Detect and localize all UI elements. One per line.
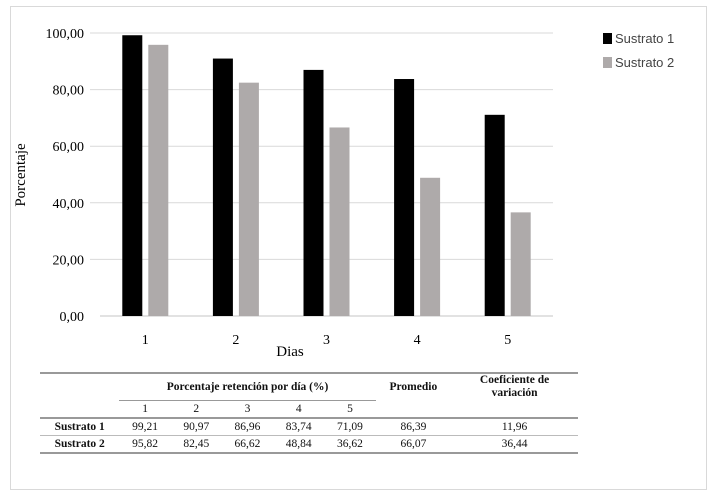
y-tick-label: 0,00 [60, 310, 85, 325]
cell: 99,21 [119, 416, 171, 435]
row-label: Sustrato 2 [40, 434, 120, 454]
cell: 48,84 [273, 434, 325, 454]
row-label: Sustrato 1 [40, 416, 120, 435]
bar-sustrato-2 [238, 82, 259, 316]
x-tick-label: 2 [232, 333, 239, 348]
legend-swatch [603, 33, 612, 44]
blank-cell [40, 400, 119, 418]
y-tick-label: 20,00 [53, 253, 85, 268]
corner-cell [40, 372, 120, 400]
x-tick-label: 1 [142, 333, 149, 348]
cell: 71,09 [324, 416, 376, 435]
bar-sustrato-1 [303, 69, 324, 316]
avg-header: Promedio [375, 372, 452, 400]
day-header: 4 [273, 399, 325, 418]
x-tick-label: 5 [504, 333, 511, 348]
bar-sustrato-1 [122, 35, 143, 317]
cell: 36,62 [324, 434, 376, 454]
bar-sustrato-1 [394, 79, 415, 316]
data-table: Porcentaje retención por día (%) Promedi… [40, 372, 578, 454]
bar-sustrato-2 [510, 212, 531, 316]
x-axis-label: Dias [276, 344, 304, 360]
bar-sustrato-2 [148, 44, 169, 316]
legend-swatch [603, 57, 612, 68]
cell-cv: 11,96 [451, 416, 578, 435]
cell: 90,97 [170, 416, 222, 435]
cell-cv: 36,44 [451, 434, 578, 454]
legend-label: Sustrato 1 [615, 31, 674, 46]
y-tick-label: 40,00 [53, 197, 85, 212]
day-header: 3 [221, 399, 274, 418]
x-tick-label: 3 [323, 333, 330, 348]
day-header: 2 [170, 399, 222, 418]
cell-avg: 66,07 [375, 434, 452, 454]
table-row: Sustrato 2 95,82 82,45 66,62 48,84 36,62… [40, 434, 578, 454]
cell: 95,82 [119, 434, 171, 454]
bar-chart: 0,00 20,00 40,00 60,00 80,00 100,00 1 2 3 4 5 Porc… [13, 27, 674, 360]
cell: 66,62 [221, 434, 274, 454]
table-row: Sustrato 1 99,21 90,97 86,96 83,74 71,09… [40, 416, 578, 435]
cell: 86,96 [221, 416, 274, 435]
cell-avg: 86,39 [375, 416, 452, 435]
figure-frame [10, 6, 707, 490]
day-header: 5 [324, 399, 376, 418]
cv-header-text: Coeficiente de variación [479, 374, 550, 399]
bar-sustrato-1 [212, 58, 233, 316]
cell: 82,45 [170, 434, 222, 454]
y-tick-label: 100,00 [46, 27, 85, 42]
cell: 83,74 [273, 416, 325, 435]
y-tick-label: 80,00 [53, 84, 85, 99]
bar-sustrato-2 [420, 177, 441, 316]
day-header: 1 [119, 399, 171, 418]
y-axis-label: Porcentaje [13, 143, 29, 207]
blank-cell [451, 400, 578, 418]
cv-header: Coeficiente de variación [451, 372, 578, 400]
bar-sustrato-2 [329, 127, 350, 317]
y-tick-label: 60,00 [53, 140, 85, 155]
blank-cell [376, 400, 452, 418]
bar-sustrato-1 [484, 114, 505, 316]
x-tick-label: 4 [414, 333, 421, 348]
legend-label: Sustrato 2 [615, 55, 674, 70]
group-header: Porcentaje retención por día (%) [119, 372, 376, 400]
